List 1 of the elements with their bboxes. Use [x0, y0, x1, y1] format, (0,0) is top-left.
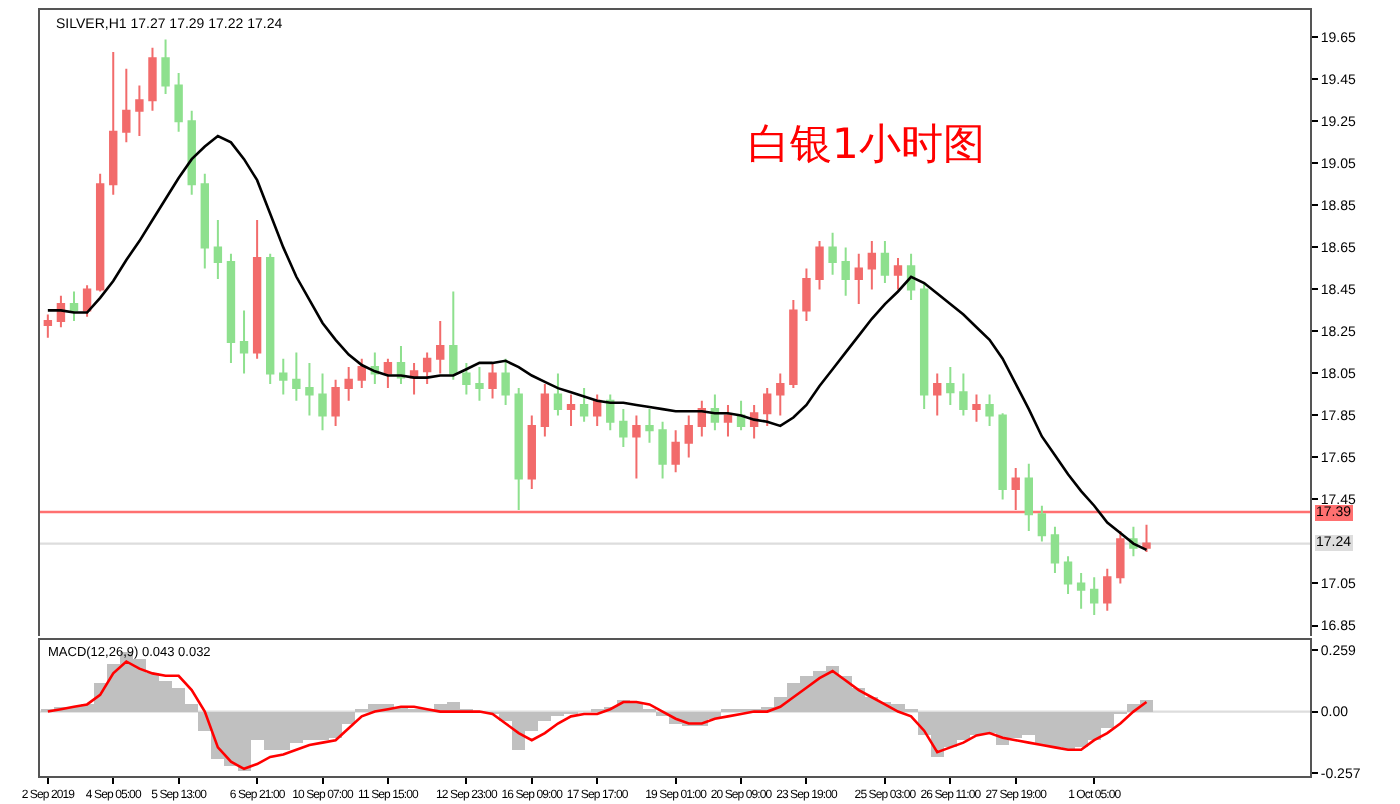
text: 白银1小时图	[748, 120, 985, 168]
